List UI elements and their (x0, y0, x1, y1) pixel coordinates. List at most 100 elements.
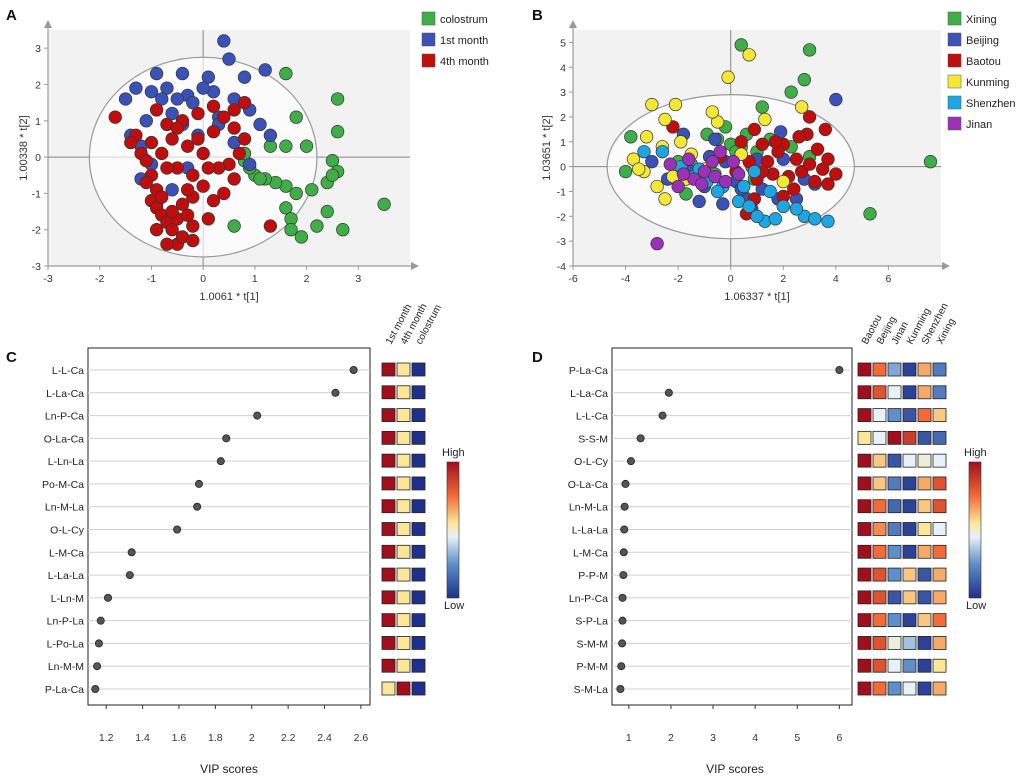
legend-swatch (947, 95, 962, 110)
data-point-4th-month (201, 212, 215, 226)
data-point-xining (863, 207, 877, 221)
x-axis-title-d: VIP scores (706, 762, 764, 776)
data-point-1st-month (196, 81, 210, 95)
heatmap-cell (887, 567, 902, 582)
data-point-jinan (695, 177, 709, 191)
data-point-jinan (731, 167, 746, 181)
x-tick-label: 2 (249, 732, 255, 744)
data-point-shenzhen (776, 199, 790, 214)
y-tick-label: 1 (35, 116, 41, 128)
row-label: L-L-Ca (576, 411, 608, 423)
legend-label: 1st month (440, 35, 488, 47)
heatmap-cell (396, 476, 411, 491)
data-point-xining (618, 164, 633, 179)
data-point-kunming (758, 112, 772, 127)
heatmap-cell (917, 590, 932, 605)
data-point-baotou (789, 152, 804, 166)
heatmap-cell (917, 636, 932, 650)
colorbar-high-label-c: High (442, 447, 465, 459)
data-point-baotou (810, 142, 825, 156)
heatmap-cell (887, 544, 902, 559)
data-point-1st-month (165, 183, 179, 197)
data-point-colostrum (320, 204, 334, 219)
heatmap-cell (857, 613, 872, 628)
x-tick-label: 5 (794, 732, 800, 744)
heatmap-cell (872, 636, 887, 650)
data-point-jinan (718, 174, 733, 189)
heatmap-cell (932, 658, 947, 673)
data-point-1st-month (258, 63, 272, 77)
data-point-1st-month (243, 157, 257, 171)
heatmap-cell (857, 567, 872, 582)
heatmap-cell (872, 362, 887, 377)
vip-point (618, 593, 627, 602)
heatmap-cell (381, 362, 396, 377)
heatmap-cell (902, 658, 917, 673)
vip-point (222, 434, 231, 443)
data-point-colostrum (330, 125, 345, 139)
row-label: Po-M-Ca (42, 479, 84, 491)
vip-point (658, 411, 667, 420)
heatmap-cell (917, 362, 932, 377)
data-point-4th-month (206, 99, 221, 113)
data-point-kunming (658, 112, 672, 127)
x-tick-label: -4 (621, 273, 630, 285)
data-point-kunming (645, 97, 659, 112)
data-point-1st-month (155, 92, 169, 106)
heatmap-cell (411, 544, 426, 559)
x-tick-label: 0 (728, 273, 734, 285)
heatmap-cell (857, 658, 872, 673)
data-point-1st-month (222, 52, 236, 66)
heatmap-cell (857, 522, 872, 536)
data-point-4th-month (191, 106, 205, 121)
row-label: L-La-La (572, 525, 608, 537)
heatmap-cell (932, 636, 947, 650)
data-point-colostrum (289, 110, 303, 124)
data-point-4th-month (160, 161, 174, 175)
vip-point (619, 571, 628, 580)
legend-swatch (421, 32, 436, 47)
vip-point (194, 479, 203, 488)
heatmap-cell (917, 613, 932, 628)
data-point-colostrum (279, 201, 293, 215)
heatmap-cell (857, 499, 872, 514)
row-label: O-La-Ca (568, 479, 608, 491)
data-point-beijing (716, 197, 730, 211)
data-point-4th-month (237, 132, 252, 146)
x-tick-label: 3 (355, 273, 361, 285)
row-label: P-M-M (577, 661, 609, 673)
data-point-baotou (755, 137, 769, 151)
data-point-colostrum (305, 183, 319, 197)
data-point-1st-month (129, 81, 143, 95)
heatmap-cell (857, 681, 872, 696)
data-point-1st-month (165, 106, 179, 121)
data-point-baotou (808, 174, 822, 189)
heatmap-cell (411, 636, 426, 650)
row-label: O-La-Ca (44, 433, 84, 445)
heatmap-cell (411, 408, 426, 422)
row-label: S-S-M (578, 433, 608, 445)
row-label: Ln-M-M (48, 661, 84, 673)
heatmap-cell (917, 385, 932, 400)
legend-label: Jinan (966, 119, 992, 131)
heatmap-cell (872, 544, 887, 559)
row-label: P-La-Ca (569, 365, 608, 377)
data-point-colostrum (330, 92, 345, 106)
heatmap-cell (411, 681, 426, 696)
data-point-jinan (676, 167, 691, 181)
data-point-kunming (705, 105, 719, 119)
legend-label: 4th month (440, 56, 489, 68)
heatmap-cell (902, 567, 917, 582)
heatmap-cell (887, 408, 902, 422)
data-point-colostrum (289, 186, 303, 201)
data-point-jinan (663, 157, 677, 171)
colorbar-low-label-d: Low (966, 600, 986, 612)
heatmap-cell (381, 476, 396, 491)
data-point-4th-month (165, 223, 179, 237)
vip-point (349, 365, 358, 374)
x-tick-label: 1 (626, 732, 632, 744)
heatmap-cell (932, 544, 947, 559)
heatmap-cell (932, 613, 947, 628)
row-label: P-P-M (578, 570, 608, 582)
row-label: L-La-La (48, 570, 84, 582)
